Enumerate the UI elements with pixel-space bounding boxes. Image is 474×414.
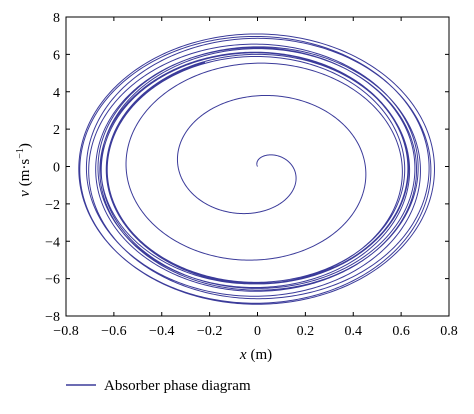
y-tick-label: −2 (45, 198, 60, 213)
y-axis: −8 −6 −4 −2 0 2 4 6 8 (45, 11, 449, 325)
y-tick-label: −8 (45, 310, 60, 325)
legend: Absorber phase diagram (66, 378, 251, 394)
x-tick-label: −0.6 (101, 324, 126, 339)
x-tick-label: 0.4 (345, 324, 363, 339)
y-tick-label: 8 (53, 11, 60, 26)
x-axis: −0.8 −0.6 −0.4 −0.2 0 0.2 0.4 0.6 0.8 (53, 17, 458, 339)
series-line (78, 33, 435, 305)
y-tick-label: −6 (45, 273, 60, 288)
y-tick-label: −4 (45, 235, 60, 250)
y-tick-label: 4 (53, 86, 60, 101)
legend-label: Absorber phase diagram (104, 378, 251, 394)
y-tick-label: 6 (53, 48, 60, 63)
x-tick-label: 0.6 (392, 324, 410, 339)
x-tick-label: −0.4 (149, 324, 174, 339)
y-tick-label: 2 (53, 123, 60, 138)
x-tick-label: 0 (254, 324, 261, 339)
y-axis-label: v(m·s−1) (15, 143, 33, 197)
x-axis-label: x (m) (239, 347, 272, 363)
y-tick-label: 0 (53, 161, 60, 176)
plot-area (65, 16, 450, 317)
x-tick-label: 0.8 (440, 324, 458, 339)
x-tick-label: −0.8 (53, 324, 78, 339)
x-tick-label: 0.2 (297, 324, 315, 339)
x-tick-label: −0.2 (197, 324, 222, 339)
